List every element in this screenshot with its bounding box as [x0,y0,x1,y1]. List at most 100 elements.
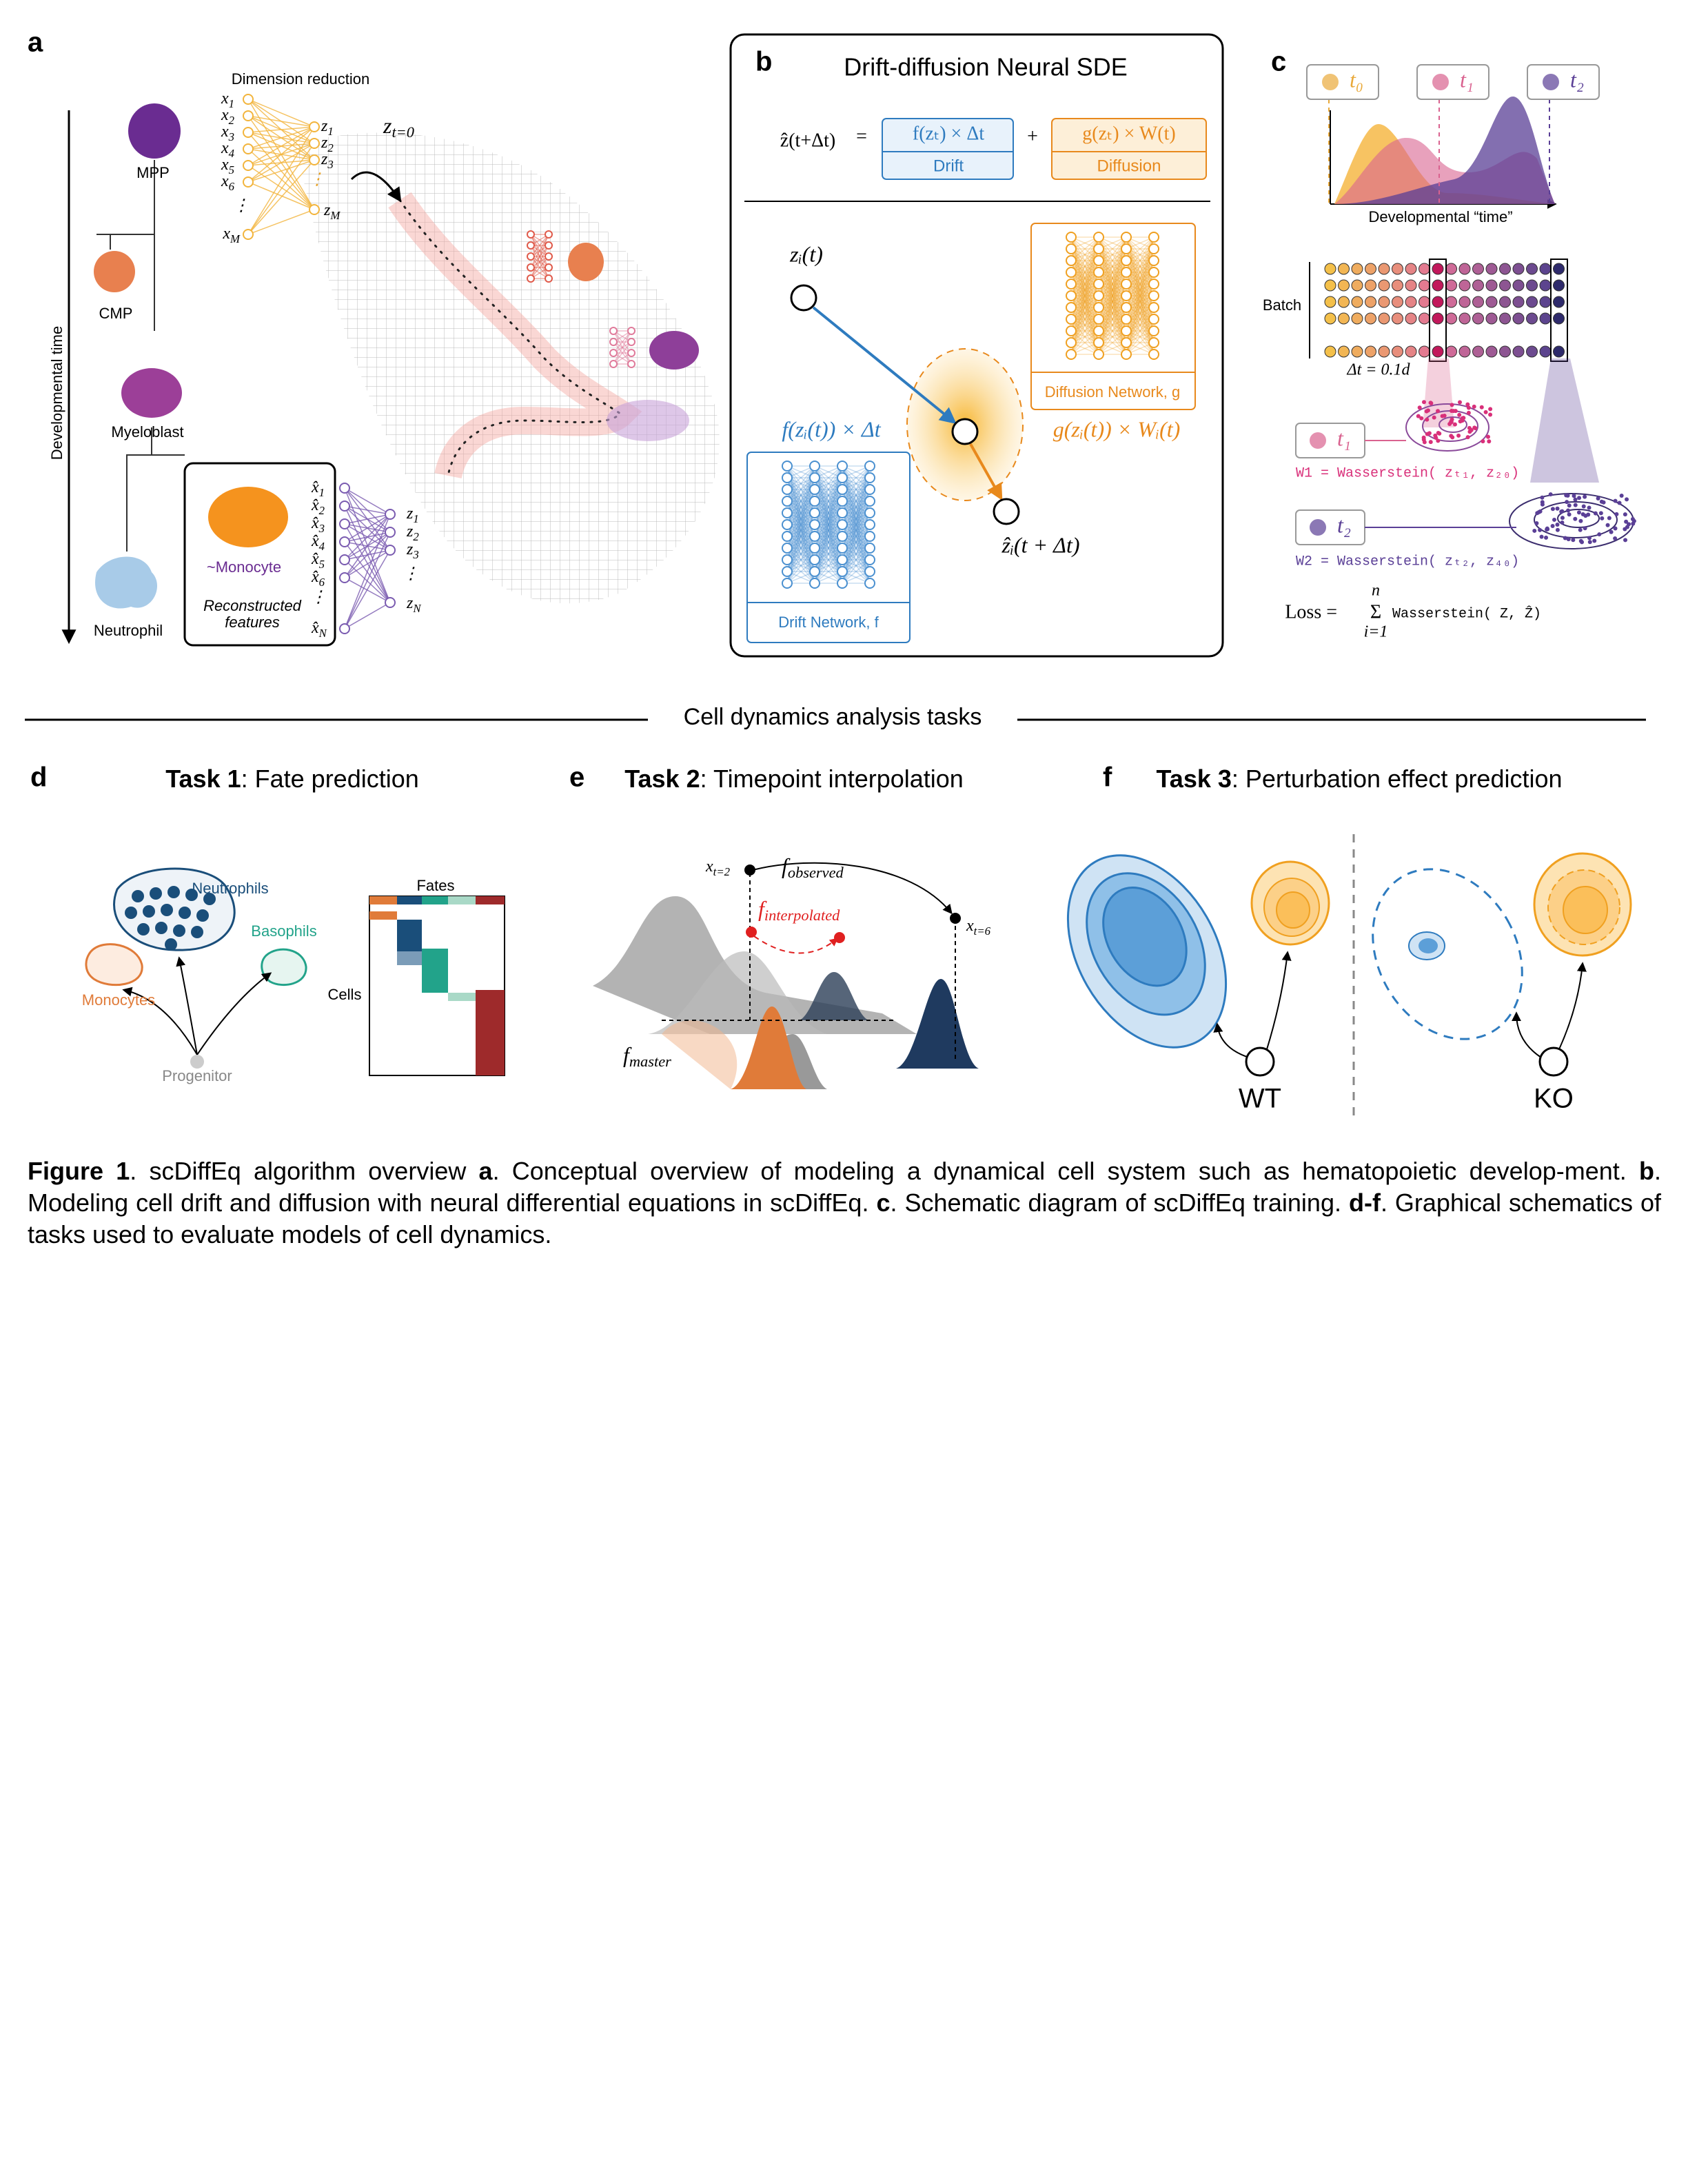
node [1121,267,1132,278]
node [339,554,350,565]
edge [1126,283,1155,332]
edge [786,512,815,537]
point [1572,494,1576,498]
math-sub: 2 [413,530,419,543]
equals: = [856,125,867,147]
batch-cell [1338,345,1350,358]
node [864,578,875,589]
highlight [1550,259,1568,362]
batch-cell [1539,312,1552,325]
node [627,327,635,335]
arrow [350,171,402,203]
caption-bold: a [478,1157,493,1185]
diffusion-net-box [1030,223,1196,410]
edge [1070,283,1099,332]
node [627,360,635,368]
edge [842,465,871,572]
cells: Neutrophil [94,622,163,639]
edge [786,477,815,525]
point [1578,527,1583,532]
math-base: z [321,150,328,168]
fate-arrows [122,956,272,1055]
edge [344,532,391,578]
edge [1070,248,1099,343]
label: a [28,28,43,58]
node [1538,1046,1569,1077]
edge [842,536,871,560]
recon-latents: z1 [406,505,419,525]
edge [1098,307,1127,332]
edge [814,465,843,584]
point [1540,502,1545,507]
latent-dots: ⋮ [309,171,325,189]
density [648,951,827,1034]
edge [842,465,871,514]
edge [1098,272,1127,296]
point [1450,417,1454,422]
batch-cell [1485,279,1498,292]
edge [842,489,871,584]
point [1576,510,1581,515]
tp-box [1295,509,1365,545]
point [1488,407,1493,412]
edge [842,559,871,584]
edge [1098,260,1127,296]
dot [125,907,137,919]
node [809,472,820,483]
edge [1098,283,1127,332]
math-sub: 2 [319,504,325,517]
point [1440,414,1445,418]
edge [814,524,843,549]
node [1121,255,1132,266]
node [545,241,553,250]
batch-cell [1472,263,1484,275]
state [951,418,979,445]
point [1587,505,1592,510]
lower: i=1 [1364,623,1388,641]
batch-cell [1526,279,1538,292]
scatter [1416,400,1636,545]
point [1487,439,1492,444]
batch-cell [1553,263,1565,275]
batch-cell [1472,345,1484,358]
batch-grid [1324,259,1568,362]
batch-cell [1485,296,1498,308]
edge [814,477,843,572]
math-sub: t=0 [392,123,414,141]
edge [786,501,815,549]
dot [173,924,185,937]
diffusion-network: Diffusion Network, g [1045,383,1180,401]
edge [1070,295,1099,343]
edge [1126,330,1155,355]
edge [814,477,843,514]
cell-mpp [128,103,181,159]
edge [1070,272,1099,296]
dot [196,909,209,922]
edge [814,477,843,584]
point [1472,425,1477,430]
node [527,274,535,283]
edge [814,501,843,549]
point [1592,538,1597,543]
batch-cell [1526,312,1538,325]
edge [786,536,815,572]
edge [1126,236,1155,273]
task-title: Task 1: Fate prediction [165,765,419,793]
math-sub: 3 [318,522,325,535]
edge [1098,248,1127,273]
edge [344,514,391,629]
edge [814,501,843,537]
math-base: x̂ [311,568,319,586]
math-sub: 1 [319,486,325,499]
edge [1070,260,1099,285]
edge [1126,260,1155,308]
interpolated-arrow [753,936,838,954]
point [1479,405,1484,410]
edge [1126,236,1155,332]
math-sub: t=2 [713,865,731,878]
term: Wasserstein( Z, Ẑ) [1392,605,1541,622]
timepoints: t₂ [1570,67,1584,92]
edge [842,501,871,537]
edge [786,512,815,549]
edge [786,465,815,514]
